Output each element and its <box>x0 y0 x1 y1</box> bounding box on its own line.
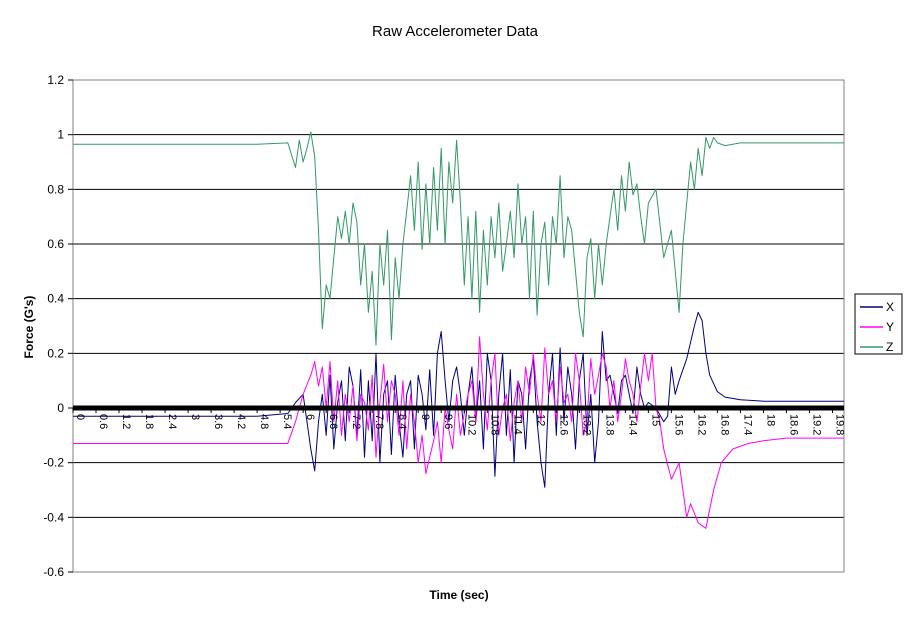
y-tick-label: -0.6 <box>43 565 64 579</box>
x-tick-label: 4.2 <box>235 414 247 429</box>
y-axis-title: Force (G's) <box>22 296 36 359</box>
series-layer <box>73 131 844 529</box>
x-tick-label: 12.6 <box>557 414 569 435</box>
y-tick-label: 0.6 <box>47 237 64 251</box>
legend-label-z: Z <box>886 340 893 354</box>
legend: XYZ <box>854 293 903 355</box>
x-tick-label: 9 <box>419 414 431 420</box>
x-tick-label: 5.4 <box>281 414 293 429</box>
grid-lines <box>73 79 844 573</box>
x-tick-label: 2.4 <box>166 414 178 429</box>
x-tick-label: 1.8 <box>143 414 155 429</box>
legend-label-x: X <box>886 300 894 314</box>
x-tick-label: 10.8 <box>488 414 500 435</box>
y-tick-label: -0.2 <box>43 456 64 470</box>
x-tick-label: 8.4 <box>396 414 408 429</box>
series-line-z <box>73 131 844 346</box>
x-tick-label: 18 <box>764 414 776 426</box>
x-tick-label: 15 <box>649 414 661 426</box>
x-tick-label: 19.2 <box>810 414 822 435</box>
plot-area <box>72 79 845 573</box>
y-tick-label: 0.2 <box>47 346 64 360</box>
y-tick-label: 1.2 <box>47 73 64 87</box>
x-tick-label: 9.6 <box>442 414 454 429</box>
x-tick-label: 18.6 <box>787 414 799 435</box>
x-tick-label: 17.4 <box>741 414 753 435</box>
x-tick-label: 7.8 <box>373 414 385 429</box>
x-tick-label: 13.8 <box>603 414 615 435</box>
x-tick-label: 3.6 <box>212 414 224 429</box>
y-tick-label: 0 <box>57 401 64 415</box>
x-tick-label: 15.6 <box>672 414 684 435</box>
y-tick-label: 0.8 <box>47 182 64 196</box>
x-tick-label: 10.2 <box>465 414 477 435</box>
series-line-x <box>73 311 844 488</box>
x-tick-label: 3 <box>189 414 201 420</box>
x-tick-label: 1.2 <box>120 414 132 429</box>
x-axis-title: Time (sec) <box>429 588 488 602</box>
x-tick-label: 0.6 <box>97 414 109 429</box>
x-tick-label: 13.2 <box>580 414 592 435</box>
x-tick-label: 11.4 <box>511 414 523 435</box>
y-tick-label: -0.4 <box>43 510 64 524</box>
legend-box <box>854 293 903 355</box>
x-tick-label: 0 <box>74 414 86 420</box>
x-tick-label: 16.8 <box>718 414 730 435</box>
x-axis-ticks: 0 0.6 1.2 1.8 2.4 3 3.6 4.2 4.8 5.4 6 6.6 7.2 7.8 8.4 9… <box>72 408 845 435</box>
x-tick-label: 7.2 <box>350 414 362 429</box>
y-tick-label: 1 <box>57 128 64 142</box>
x-tick-label: 6 <box>304 414 316 420</box>
y-tick-label: 0.4 <box>47 292 64 306</box>
legend-label-y: Y <box>886 320 894 334</box>
x-tick-label: 19.8 <box>833 414 845 435</box>
x-tick-label: 16.2 <box>695 414 707 435</box>
x-tick-label: 4.8 <box>258 414 270 429</box>
chart-title: Raw Accelerometer Data <box>372 23 539 40</box>
x-tick-label: 12 <box>534 414 546 426</box>
y-axis-ticks: 1.2 1 0.8 0.6 0.4 0.2 0 -0.2 -0.4 -0.6 <box>43 73 73 579</box>
x-tick-label: 6.6 <box>327 414 339 429</box>
x-tick-label: 14.4 <box>626 414 638 435</box>
